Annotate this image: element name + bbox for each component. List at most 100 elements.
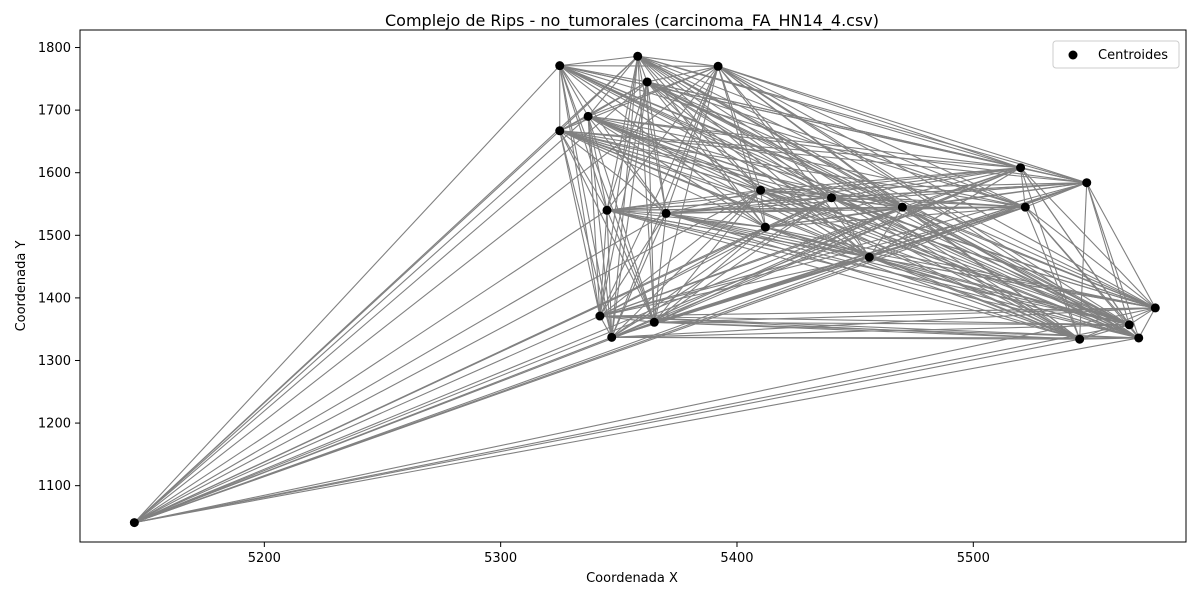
edge <box>637 56 648 83</box>
edge <box>765 226 1156 309</box>
edge <box>606 210 655 323</box>
y-tick-label: 1700 <box>38 104 71 119</box>
edge <box>559 130 655 323</box>
edge <box>902 206 1156 309</box>
edge <box>665 212 870 258</box>
edge <box>599 315 655 323</box>
edge <box>765 226 870 258</box>
edge <box>869 256 1156 309</box>
edge <box>717 65 870 258</box>
edge <box>559 130 608 211</box>
edge <box>831 182 1087 199</box>
edge <box>831 197 1156 309</box>
edge <box>133 65 561 523</box>
y-tick-label: 1800 <box>38 41 71 56</box>
edge <box>653 226 766 323</box>
x-axis-label: Coordenada X <box>586 571 678 586</box>
edge <box>760 189 1080 340</box>
edge <box>559 65 1026 208</box>
edge <box>559 55 639 132</box>
centroid-point <box>1075 334 1085 344</box>
edge <box>1020 167 1140 339</box>
edge <box>654 321 1139 339</box>
legend: Centroides <box>1052 40 1180 69</box>
edge <box>646 81 761 191</box>
edge <box>647 65 719 83</box>
edge <box>134 167 1021 524</box>
edge <box>717 65 832 199</box>
centroid-point <box>864 252 874 262</box>
edge <box>587 116 601 317</box>
centroid-point <box>633 51 643 61</box>
legend-box <box>1052 40 1180 69</box>
edge <box>666 167 1021 214</box>
edge <box>1079 307 1156 340</box>
legend-label: Centroides <box>1098 48 1168 63</box>
edge <box>902 206 1080 340</box>
edge <box>831 197 903 208</box>
edge <box>599 210 608 317</box>
edge <box>1024 206 1140 339</box>
edge <box>637 55 719 67</box>
edge <box>646 81 655 323</box>
centroid-point <box>1016 163 1026 173</box>
centroid-point <box>661 208 671 218</box>
edge <box>587 65 719 117</box>
x-tick-label: 5300 <box>484 551 517 566</box>
edge <box>611 197 832 338</box>
edge <box>647 81 1026 208</box>
edge <box>646 81 1080 340</box>
edge <box>587 115 761 191</box>
edge <box>611 226 766 338</box>
edge <box>559 130 613 338</box>
edge <box>760 190 766 228</box>
edge <box>587 116 667 214</box>
edge <box>587 115 1130 326</box>
x-tick-label: 5200 <box>248 551 281 566</box>
edge <box>559 130 903 208</box>
edge <box>1020 167 1026 208</box>
plot-frame <box>79 29 1187 543</box>
edge <box>653 213 667 323</box>
x-axis: 5200 5300 5400 5500 <box>248 542 990 566</box>
edge <box>760 189 870 258</box>
centroid-point <box>1082 178 1092 188</box>
edge <box>133 130 561 524</box>
centroid-point <box>583 111 593 121</box>
edge <box>646 81 667 214</box>
edge <box>606 189 761 211</box>
edge <box>666 206 1026 214</box>
centroid-point <box>760 222 770 232</box>
edge <box>869 256 1080 340</box>
edge <box>559 65 601 317</box>
edge <box>134 206 903 524</box>
edge <box>134 338 1080 524</box>
edge <box>665 212 1130 326</box>
edge <box>1128 307 1156 326</box>
edge <box>134 337 1139 524</box>
edge <box>599 315 1080 340</box>
edge <box>902 206 1140 339</box>
edge <box>1079 337 1139 340</box>
edge <box>134 256 870 524</box>
edge <box>559 65 655 323</box>
centroid-point <box>555 61 565 71</box>
chart-title: Complejo de Rips - no_tumorales (carcino… <box>385 11 879 31</box>
edge <box>1086 182 1156 309</box>
edge <box>717 66 766 228</box>
edge <box>559 130 667 214</box>
edge <box>134 321 655 524</box>
edge <box>559 65 719 67</box>
edge <box>760 189 1026 208</box>
edge <box>1020 167 1087 184</box>
y-tick-label: 1400 <box>38 291 71 306</box>
edge <box>831 197 1026 208</box>
edge <box>654 167 1021 323</box>
edge <box>587 55 639 117</box>
edge <box>637 56 655 323</box>
edge <box>587 116 608 211</box>
edge <box>587 116 655 323</box>
edge <box>902 206 1130 326</box>
edge <box>902 182 1087 208</box>
edge <box>134 197 832 524</box>
